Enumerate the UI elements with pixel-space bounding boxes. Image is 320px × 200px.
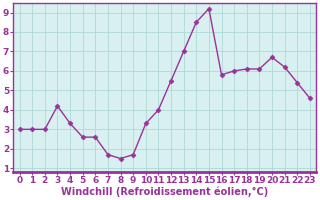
X-axis label: Windchill (Refroidissement éolien,°C): Windchill (Refroidissement éolien,°C) bbox=[61, 187, 268, 197]
